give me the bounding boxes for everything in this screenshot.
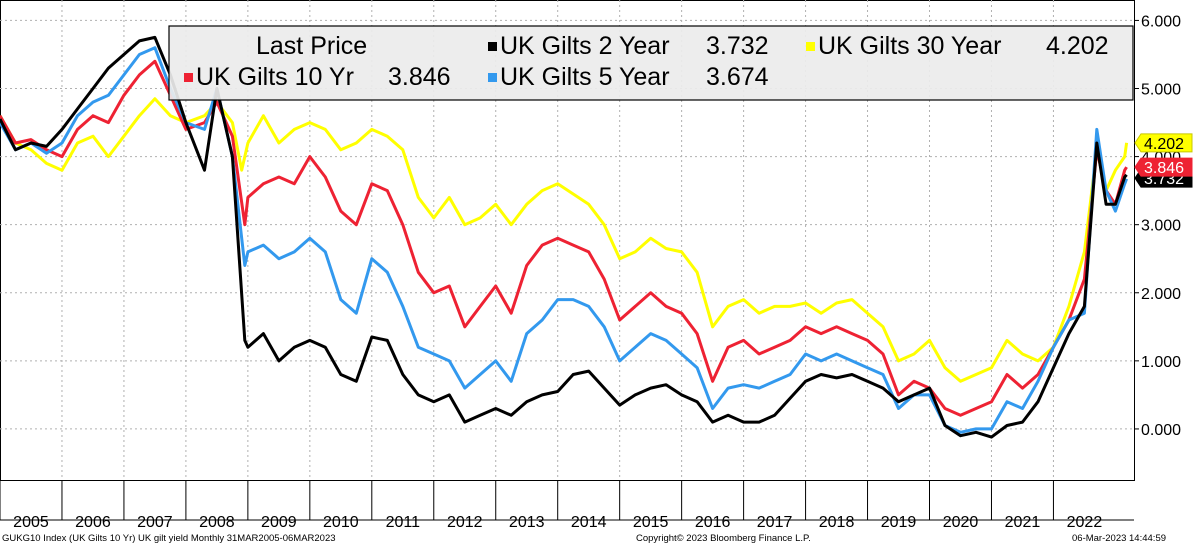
legend-header: Last Price — [256, 32, 367, 60]
series-line-uk-gilts-2-year — [0, 35, 1128, 439]
x-tick-label: 2018 — [819, 514, 855, 531]
x-tick-label: 2019 — [881, 514, 917, 531]
y-tick-label: 3.000 — [1141, 218, 1181, 235]
legend-entry-value: 4.202 — [1046, 32, 1109, 60]
series-line-uk-gilts-5-year — [0, 46, 1129, 434]
legend-entry-value: 3.846 — [388, 63, 451, 91]
y-tick-label: 6.000 — [1141, 13, 1181, 30]
legend-entry-name: UK Gilts 5 Year — [500, 63, 670, 91]
last-value-tag — [1134, 133, 1193, 153]
chart-footer: GUKG10 Index (UK Gilts 10 Yr) UK gilt yi… — [0, 532, 1200, 546]
y-tick-label: 1.000 — [1141, 354, 1181, 371]
series-line-uk-gilts-30-year — [0, 97, 1129, 383]
x-axis: 2005 2006 2007 2008 2009 2010 2011 2012 2013 2014… — [0, 480, 1134, 531]
x-tick-label: 2007 — [137, 514, 173, 531]
x-tick-label: 2012 — [447, 514, 483, 531]
footer-source: GUKG10 Index (UK Gilts 10 Yr) UK gilt yi… — [2, 533, 336, 544]
series-line-uk-gilts-10-yr — [0, 59, 1128, 417]
x-tick-label: 2016 — [695, 514, 731, 531]
plot-frame — [0, 0, 1135, 481]
x-tick-label: 2013 — [509, 514, 545, 531]
last-value-tag-label: 3.846 — [1144, 160, 1184, 177]
x-tick-label: 2022 — [1067, 514, 1103, 531]
x-tick-label: 2020 — [943, 514, 979, 531]
last-value-tag — [1134, 157, 1193, 177]
x-tick-label: 2010 — [323, 514, 359, 531]
x-tick-label: 2021 — [1005, 514, 1041, 531]
x-tick-label: 2005 — [13, 514, 49, 531]
footer-copyright: Copyright© 2023 Bloomberg Finance L.P. — [636, 533, 811, 544]
x-tick-label: 2009 — [261, 514, 297, 531]
legend: Last Price UK Gilts 2 Year 3.732 UK Gilts 3… — [168, 25, 1134, 101]
legend-marker — [806, 42, 815, 51]
legend-entry-value: 3.674 — [706, 63, 769, 91]
legend-entry-name: UK Gilts 30 Year — [818, 32, 1001, 60]
legend-box — [168, 25, 1134, 101]
x-tick-label: 2015 — [633, 514, 669, 531]
legend-entry-name: UK Gilts 10 Yr — [196, 63, 354, 91]
x-tick-label: 2017 — [757, 514, 793, 531]
y-tick-label: 5.000 — [1141, 82, 1181, 99]
footer-timestamp: 06-Mar-2023 14:44:59 — [1072, 533, 1167, 544]
series-lines — [0, 35, 1129, 439]
legend-marker — [488, 42, 497, 51]
legend-entry-value: 3.732 — [706, 32, 769, 60]
x-tick-label: 2014 — [571, 514, 607, 531]
y-tick-label: 2.000 — [1141, 286, 1181, 303]
y-tick-label: 0.000 — [1141, 422, 1181, 439]
x-tick-label: 2008 — [199, 514, 235, 531]
legend-marker — [488, 73, 497, 82]
legend-entry-name: UK Gilts 2 Year — [500, 32, 670, 60]
legend-marker — [184, 73, 193, 82]
x-tick-label: 2011 — [386, 514, 421, 531]
x-tick-label: 2006 — [75, 514, 111, 531]
last-value-tag-label: 4.202 — [1144, 136, 1184, 153]
